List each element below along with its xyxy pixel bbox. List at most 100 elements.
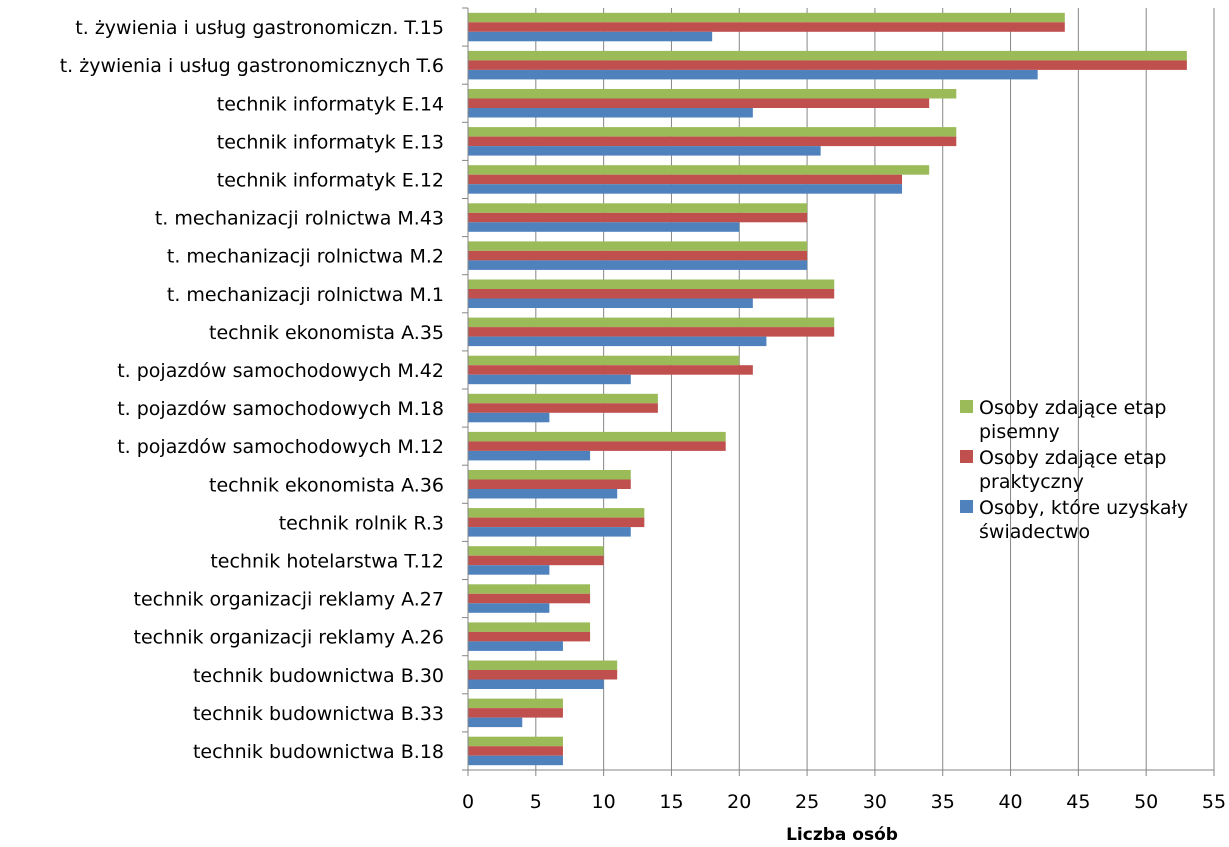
x-axis-title: Liczba osób	[786, 825, 898, 845]
category-label: technik hotelarstwa T.12	[210, 550, 444, 572]
category-label: technik informatyk E.12	[217, 169, 444, 191]
bar	[468, 746, 563, 756]
legend-entry-label: Osoby, które uzyskały świadectwo	[979, 497, 1188, 543]
category-label: t. pojazdów samochodowych M.42	[117, 360, 444, 382]
bar	[468, 527, 631, 537]
x-tick-label: 25	[795, 791, 819, 813]
bar	[468, 584, 591, 594]
legend-swatch	[960, 450, 973, 463]
x-tick-label: 5	[530, 791, 542, 813]
bar	[468, 108, 753, 118]
category-labels: t. żywienia i usług gastronomiczn. T.15 t…	[60, 17, 444, 763]
bar	[468, 679, 604, 689]
legend-swatch	[960, 400, 973, 413]
bar	[468, 317, 835, 328]
bar	[468, 279, 835, 289]
bar	[468, 631, 591, 642]
bar	[468, 31, 713, 42]
bar	[468, 203, 808, 213]
axes	[462, 7, 1215, 776]
category-label: technik budownictwa B.18	[193, 741, 444, 763]
bar	[468, 450, 591, 461]
bar	[468, 327, 835, 337]
bar	[468, 22, 1065, 32]
x-tick-label: 0	[462, 791, 474, 813]
bar	[468, 336, 767, 347]
bar	[468, 212, 808, 223]
legend-entry-label: Osoby zdające etap praktyczny	[979, 447, 1166, 493]
bar	[468, 670, 618, 680]
bar	[468, 517, 645, 528]
bar	[468, 12, 1065, 23]
category-label: technik organizacji reklamy A.26	[134, 627, 444, 649]
x-tick-label: 40	[998, 791, 1022, 813]
bar	[468, 755, 563, 766]
category-label: technik ekonomista A.36	[209, 474, 444, 496]
bar	[468, 717, 523, 728]
category-label: t. żywienia i usług gastronomiczn. T.15	[75, 17, 444, 39]
category-label: t. mechanizacji rolnictwa M.1	[167, 284, 444, 306]
bar	[468, 603, 550, 613]
bar	[468, 355, 740, 366]
x-tick-label: 15	[659, 791, 683, 813]
category-label: t. mechanizacji rolnictwa M.2	[167, 246, 444, 268]
bar	[468, 98, 930, 108]
bar	[468, 622, 591, 632]
x-tick-label: 35	[931, 791, 955, 813]
x-tick-label: 45	[1066, 791, 1090, 813]
bar	[468, 660, 618, 670]
bar	[468, 441, 726, 451]
category-label: technik organizacji reklamy A.27	[134, 589, 444, 611]
bar	[468, 69, 1038, 80]
bar	[468, 222, 740, 232]
category-label: t. mechanizacji rolnictwa M.43	[155, 208, 444, 230]
legend-entry-label: Osoby zdające etap pisemny	[979, 397, 1166, 443]
category-label: technik ekonomista A.35	[209, 322, 444, 344]
category-label: technik rolnik R.3	[279, 512, 444, 534]
bars	[468, 12, 1187, 766]
bar	[468, 174, 903, 185]
bar	[468, 698, 563, 709]
bar	[468, 127, 957, 137]
bar	[468, 136, 957, 147]
category-label: technik budownictwa B.30	[193, 665, 444, 687]
x-tick-label: 30	[863, 791, 887, 813]
bar	[468, 146, 821, 156]
bar	[468, 508, 645, 518]
bar	[468, 60, 1187, 70]
bar	[468, 489, 618, 499]
bar	[468, 593, 591, 604]
bar	[468, 736, 563, 747]
x-tick-label: 20	[727, 791, 751, 813]
bar	[468, 374, 631, 385]
bar	[468, 298, 753, 308]
bar	[468, 89, 957, 99]
bar	[468, 365, 753, 375]
category-label: technik informatyk E.14	[217, 93, 444, 115]
category-label: technik budownictwa B.33	[193, 703, 444, 725]
category-label: t. pojazdów samochodowych M.18	[117, 398, 444, 420]
bar	[468, 165, 930, 175]
bar	[468, 412, 550, 423]
bar	[468, 241, 808, 251]
bar	[468, 565, 550, 575]
bar	[468, 708, 563, 718]
bar	[468, 403, 658, 413]
bar	[468, 479, 631, 489]
bar	[468, 50, 1187, 61]
x-tick-label: 50	[1134, 791, 1158, 813]
gridlines	[535, 8, 1215, 770]
x-tick-labels: 0 5 10 15 20 25 30 35 40 45 50 55	[462, 791, 1226, 813]
bar	[468, 431, 726, 442]
legend-swatch	[960, 500, 973, 513]
bar	[468, 260, 808, 270]
category-label: t. pojazdów samochodowych M.12	[117, 436, 444, 458]
bar	[468, 393, 658, 404]
bar	[468, 641, 563, 651]
category-label: technik informatyk E.13	[217, 131, 444, 153]
bar	[468, 546, 604, 556]
x-tick-label: 10	[592, 791, 616, 813]
bar	[468, 555, 604, 566]
